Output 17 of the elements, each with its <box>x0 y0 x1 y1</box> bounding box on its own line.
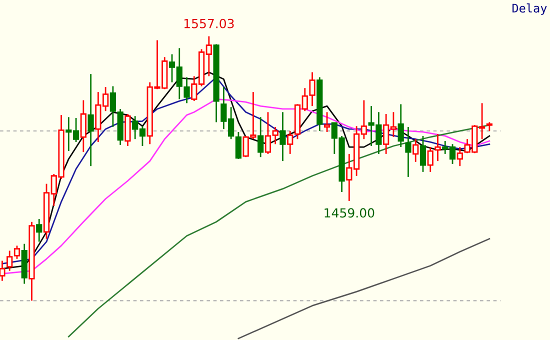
annotation: 1459.00 <box>324 208 374 218</box>
candlestick <box>412 138 419 163</box>
candlestick <box>405 126 412 178</box>
candlestick <box>434 133 441 162</box>
candlestick <box>0 260 6 282</box>
candlestick <box>280 111 286 162</box>
candlestick <box>80 100 86 153</box>
candlestick <box>420 135 426 173</box>
annotation: 1557.03 <box>184 18 234 28</box>
candlestick <box>235 131 242 160</box>
candlestick <box>427 146 434 173</box>
text: Delay <box>512 3 547 15</box>
candlestick <box>258 116 264 158</box>
candlestick <box>398 104 404 148</box>
candlestick <box>36 218 42 242</box>
candlestick <box>88 73 94 167</box>
candlestick <box>324 111 330 133</box>
